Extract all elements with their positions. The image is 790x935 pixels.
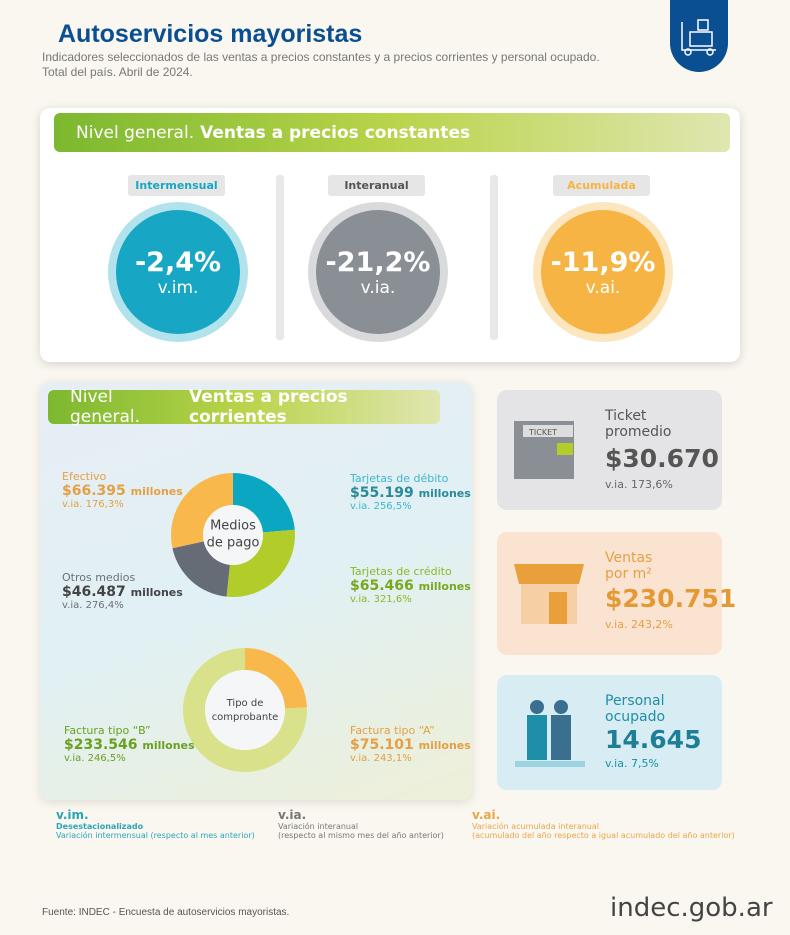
variation-value: -11,9% [550,246,656,278]
comprobante-donut-slice [245,648,307,709]
page-title: Autoservicios mayoristas [58,20,363,48]
header-title: Ventas a precios constantes [200,122,471,143]
value: $233.546 [64,737,138,753]
medio-efectivo: Efectivo $66.395 millones v.ia. 176,3% [62,470,183,510]
medios-donut-center [203,505,263,565]
unit: millones [130,586,183,599]
unit: millones [418,739,471,752]
donut-center-label: Medios [210,519,256,534]
medios-donut-slice [226,529,295,597]
header-title: Ventas a precios corrientes [189,387,348,427]
donut-center-label: Tipo de [226,698,264,709]
via: v.ia. 321,6% [350,594,412,605]
variation-value: -21,2% [325,246,431,278]
source: Fuente: INDEC - Encuesta de autoservicio… [42,907,290,918]
variation-unit: v.ia. [360,277,396,298]
legend-via: v.ia. Variación interanual (respecto al mi… [278,808,444,840]
label: Personal [605,693,665,709]
legend-vai: v.ai. Variación acumulada interanual (acum… [472,808,735,840]
factura-a: Factura tipo “A” $75.101 millones v.ia. 24… [350,724,471,764]
divider [276,175,284,340]
label: ocupado [605,709,666,725]
medios-donut-slice [170,473,233,549]
variation-unit: v.im. [157,277,199,298]
svg-text:TICKET: TICKET [528,428,557,437]
value: $46.487 [62,584,126,600]
label-1: Interanual [328,175,425,196]
medios-donut-slice [172,541,230,597]
comprobante-donut-center [205,670,285,750]
staff-value: 14.645 [605,725,702,754]
via: v.ia. 256,5% [350,501,412,512]
sales-per-m2-card: Ventas por m² $230.751 v.ia. 243,2% [497,532,736,655]
staff-card: Personal ocupado 14.645 v.ia. 7,5% [497,675,722,790]
label: Ticket [605,408,647,424]
store-icon [514,564,584,624]
subtitle: Indicadores seleccionados de las ventas … [42,50,600,64]
medio-credito: Tarjetas de crédito $65.466 millones v.ia.… [350,565,471,605]
name: Efectivo [62,470,107,483]
via: v.ia. 243,2% [605,618,673,631]
legend-vim: v.im. Desestacionalizado Variación interme… [56,808,255,840]
unit: millones [418,487,471,500]
via: v.ia. 243,1% [350,753,412,764]
variation-value: -2,4% [134,246,222,278]
constant-prices-header: Nivel general. Ventas a precios constante… [54,113,730,152]
value: $65.466 [350,578,414,594]
name: Otros medios [62,571,136,584]
ticket-value: $30.670 [605,444,719,473]
value: $75.101 [350,737,414,753]
comprobante-donut-slice [183,648,308,772]
via: v.ia. 176,3% [62,499,124,510]
label: promedio [605,424,672,440]
value: $66.395 [62,483,126,499]
medio-otros: Otros medios $46.487 millones v.ia. 276,4% [62,571,183,611]
divider [490,175,498,340]
variation-circle: -11,9% v.ai. [541,210,665,334]
medio-debito: Tarjetas de débito $55.199 millones v.ia. … [350,472,471,512]
name: Tarjetas de débito [350,472,449,485]
name: Factura tipo “B” [64,724,151,737]
label: Ventas [605,550,653,566]
variation-unit: v.ai. [585,277,621,298]
label: por m² [605,566,652,582]
variation-circle: -21,2% v.ia. [316,210,440,334]
label-2: Acumulada [553,175,650,196]
donut-charts: Medios de pago Tipo de comprobante [170,473,308,772]
via: v.ia. 246,5% [64,753,126,764]
sales-m2-value: $230.751 [605,584,737,613]
via: v.ia. 173,6% [605,478,673,491]
subtitle-2: Total del país. Abril de 2024. [42,65,193,79]
donut-center-label: comprobante [212,712,279,723]
workers-icon [515,700,585,767]
indec-logo[interactable]: indec.gob.ar [610,893,773,923]
ticket-card: TICKET Ticket promedio $30.670 v.ia. 173,… [497,390,722,510]
unit: millones [418,580,471,593]
name: Factura tipo “A” [350,724,435,737]
via: v.ia. 7,5% [605,757,659,770]
via: v.ia. 276,4% [62,600,124,611]
donut-center-label: de pago [207,536,260,551]
unit: millones [130,485,183,498]
header-prefix: Nivel general. [76,122,195,143]
label-0: Intermensual [128,175,225,196]
current-prices-header: Nivel general. Ventas a precios corriente… [48,387,440,427]
cart-icon [670,0,728,72]
variation-circle: -2,4% v.im. [116,210,240,334]
unit: millones [142,739,195,752]
value: $55.199 [350,485,414,501]
name: Tarjetas de crédito [350,565,452,578]
ticket-icon: TICKET [514,421,574,479]
factura-b: Factura tipo “B” $233.546 millones v.ia. 2… [64,724,195,764]
header-prefix: Nivel general. [70,387,141,427]
medios-donut-slice [233,473,295,533]
